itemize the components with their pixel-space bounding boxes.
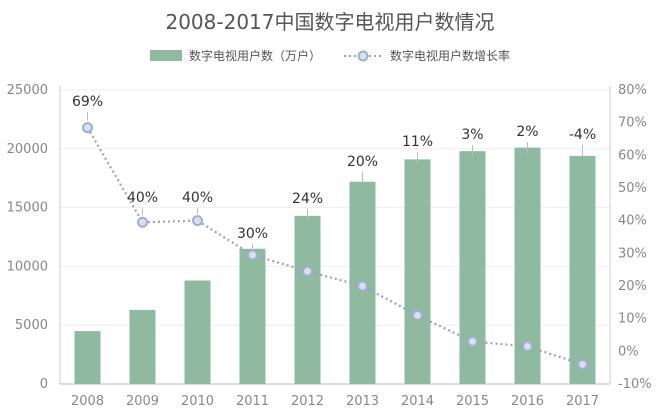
growth-line	[86, 127, 583, 366]
legend-line-swatch	[344, 50, 382, 61]
line-point	[412, 309, 423, 321]
x-tick-label: 2008	[71, 394, 104, 409]
y-right-tick-label: 30%	[618, 246, 647, 261]
data-label: 40%	[182, 190, 213, 206]
x-tick-label: 2016	[511, 394, 544, 409]
y-left-tick-label: 10000	[7, 259, 48, 274]
line-point	[577, 358, 588, 370]
y-right-tick-label: 40%	[618, 214, 647, 229]
y-right-tick-label: 70%	[618, 116, 647, 131]
x-tick-label: 2009	[126, 394, 159, 409]
bar	[239, 248, 266, 384]
y-left-tick-label: 25000	[7, 83, 48, 98]
x-tick-label: 2015	[456, 394, 489, 409]
y-right-tick-label: 60%	[618, 148, 647, 163]
data-label: 11%	[402, 134, 433, 150]
data-label: 40%	[127, 190, 158, 206]
x-tick-label: 2012	[291, 394, 324, 409]
y-left-tick-label: 5000	[15, 318, 48, 333]
bar	[514, 147, 541, 384]
legend-label-line: 数字电视用户数增长率	[390, 49, 511, 63]
bar	[569, 155, 596, 384]
y-right-tick-label: -10%	[618, 377, 652, 392]
line-point	[247, 249, 258, 261]
data-label: 20%	[347, 154, 378, 170]
y-right-tick-label: 10%	[618, 312, 647, 327]
y-left-tick-label: 20000	[7, 142, 48, 157]
data-label: 69%	[72, 94, 103, 110]
x-tick-label: 2014	[401, 394, 434, 409]
legend: 数字电视用户数（万户） 数字电视用户数增长率	[0, 47, 660, 64]
data-label: -4%	[569, 127, 596, 143]
x-tick-label: 2017	[566, 394, 599, 409]
line-point	[357, 280, 368, 292]
bar	[349, 181, 376, 384]
y-right-tick-label: 20%	[618, 279, 647, 294]
line-point	[137, 216, 148, 228]
y-left-tick-label: 15000	[7, 201, 48, 216]
legend-label-bars: 数字电视用户数（万户）	[188, 49, 321, 63]
line-point	[302, 265, 313, 277]
x-tick-label: 2011	[236, 394, 269, 409]
bar	[184, 280, 211, 384]
bar	[294, 215, 321, 384]
x-tick-label: 2013	[346, 394, 379, 409]
line-point	[82, 122, 93, 134]
data-label: 24%	[292, 191, 323, 207]
y-right-tick-label: 50%	[618, 181, 647, 196]
y-left-tick-label: 0	[40, 377, 48, 392]
y-right-tick-label: 0%	[618, 344, 639, 359]
bar	[459, 151, 486, 384]
legend-bar-swatch	[149, 50, 182, 61]
line-point	[467, 336, 478, 348]
data-label: 30%	[237, 226, 268, 242]
x-tick-label: 2010	[181, 394, 214, 409]
chart-title: 2008-2017中国数字电视用户数情况	[165, 10, 495, 34]
bar	[74, 331, 101, 384]
y-right-tick-label: 80%	[618, 83, 647, 98]
line-point	[192, 215, 203, 227]
data-label: 3%	[461, 127, 483, 143]
data-label: 2%	[516, 124, 538, 140]
legend-item-line: 数字电视用户数增长率	[343, 47, 510, 64]
bar	[404, 159, 431, 384]
legend-item-bars: 数字电视用户数（万户）	[149, 47, 321, 64]
bar	[129, 309, 156, 384]
line-point	[522, 340, 533, 352]
